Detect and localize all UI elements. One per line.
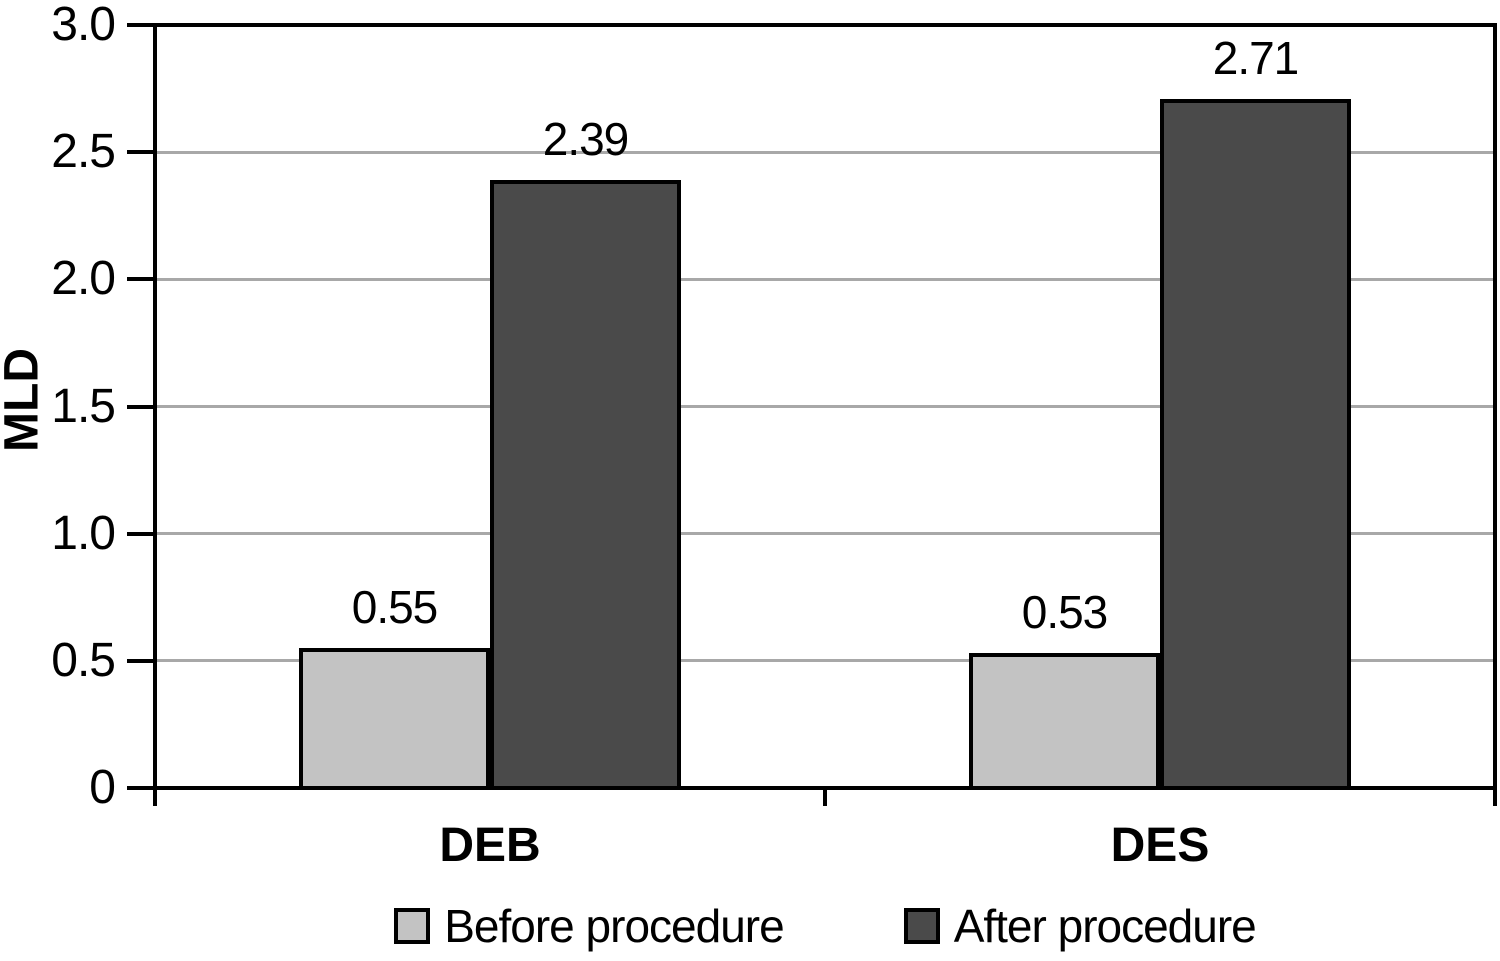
legend-label-after-procedure: After procedure (953, 900, 1257, 952)
gridline (155, 405, 1495, 408)
y-tick-label: 1.0 (51, 506, 116, 560)
y-axis-tick (127, 277, 155, 282)
value-label-after-procedure-deb: 2.39 (542, 113, 630, 166)
x-axis-tick (823, 788, 827, 806)
legend-swatch-after-procedure (903, 908, 940, 944)
bar-after-procedure-des (1160, 98, 1351, 790)
y-tick-label: 3.0 (51, 0, 116, 51)
y-tick-label: 2.5 (51, 125, 116, 179)
legend-item-after-procedure: After procedure (903, 900, 1257, 952)
x-axis-tick (1493, 788, 1497, 806)
category-label-deb: DEB (439, 819, 541, 872)
gridline (155, 659, 1495, 663)
bar-before-procedure-deb (299, 648, 490, 790)
legend-item-before-procedure: Before procedure (394, 900, 785, 952)
legend-swatch-before-procedure (394, 908, 431, 944)
category-label-des: DES (1110, 819, 1210, 872)
y-tick-label: 0.5 (51, 633, 116, 687)
legend: Before procedure After procedure (155, 898, 1495, 954)
value-label-before-procedure-deb: 0.55 (351, 581, 439, 634)
plot-border (155, 23, 1497, 788)
y-tick-label: 0 (89, 761, 116, 814)
y-axis-tick (127, 786, 155, 790)
gridline (155, 532, 1495, 536)
gridline (155, 150, 1495, 154)
y-tick-label: 1.5 (51, 379, 116, 433)
gridline (155, 277, 1495, 281)
y-axis-tick (127, 23, 155, 27)
y-axis-tick (127, 150, 155, 155)
bar-after-procedure-deb (490, 180, 681, 790)
x-axis-line (153, 786, 1497, 790)
value-label-after-procedure-des: 2.71 (1212, 31, 1300, 84)
y-axis-tick (127, 404, 155, 409)
value-label-before-procedure-des: 0.53 (1021, 586, 1109, 639)
y-axis-line (153, 23, 157, 806)
bar-before-procedure-des (969, 653, 1160, 790)
y-axis-tick (127, 658, 155, 663)
y-tick-label: 2.0 (51, 252, 116, 306)
legend-label-before-procedure: Before procedure (444, 900, 784, 952)
y-axis-tick (127, 531, 155, 536)
